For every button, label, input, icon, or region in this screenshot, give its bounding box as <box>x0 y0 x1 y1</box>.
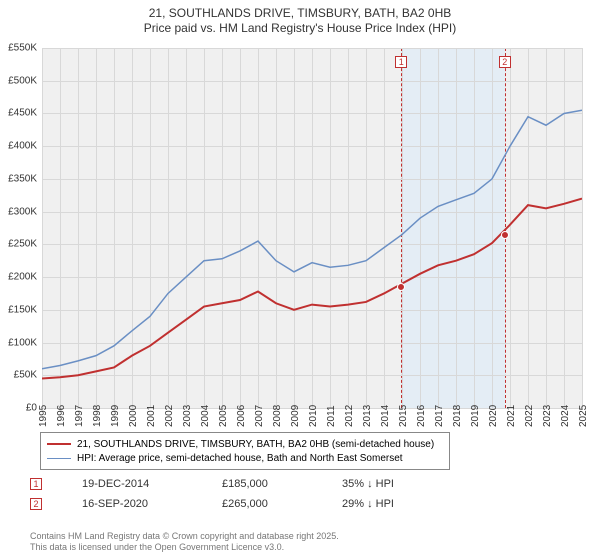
x-axis-label: 2006 <box>236 405 247 427</box>
x-axis-label: 2016 <box>416 405 427 427</box>
legend-row: HPI: Average price, semi-detached house,… <box>47 451 443 465</box>
y-axis-label: £250K <box>8 239 37 250</box>
event-date: 16-SEP-2020 <box>82 498 182 510</box>
event-date: 19-DEC-2014 <box>82 478 182 490</box>
y-axis-label: £200K <box>8 272 37 283</box>
x-axis-label: 2017 <box>434 405 445 427</box>
x-axis-label: 2015 <box>398 405 409 427</box>
x-axis-label: 2024 <box>560 405 571 427</box>
x-axis-label: 2011 <box>326 405 337 427</box>
y-axis-label: £450K <box>8 108 37 119</box>
footer-text: Contains HM Land Registry data © Crown c… <box>30 531 339 554</box>
marker-dot <box>501 231 509 239</box>
legend-row: 21, SOUTHLANDS DRIVE, TIMSBURY, BATH, BA… <box>47 437 443 451</box>
event-price: £265,000 <box>222 498 302 510</box>
chart-area: £0£50K£100K£150K£200K£250K£300K£350K£400… <box>42 48 582 408</box>
x-axis-label: 2014 <box>380 405 391 427</box>
chart-subtitle: Price paid vs. HM Land Registry's House … <box>0 21 600 43</box>
event-row: 1 19-DEC-2014 £185,000 35% ↓ HPI <box>30 474 394 494</box>
y-axis-label: £400K <box>8 141 37 152</box>
x-axis-label: 2008 <box>272 405 283 427</box>
event-delta: 35% ↓ HPI <box>342 478 394 490</box>
legend-box: 21, SOUTHLANDS DRIVE, TIMSBURY, BATH, BA… <box>40 432 450 470</box>
x-axis-label: 1995 <box>38 405 49 427</box>
chart-container: 21, SOUTHLANDS DRIVE, TIMSBURY, BATH, BA… <box>0 0 600 560</box>
y-axis-label: £150K <box>8 304 37 315</box>
x-axis-label: 2018 <box>452 405 463 427</box>
event-row: 2 16-SEP-2020 £265,000 29% ↓ HPI <box>30 494 394 514</box>
event-marker: 1 <box>30 478 42 490</box>
x-axis-label: 2003 <box>182 405 193 427</box>
x-axis-label: 2005 <box>218 405 229 427</box>
x-axis-label: 2023 <box>542 405 553 427</box>
x-axis-label: 2019 <box>470 405 481 427</box>
x-axis-label: 1997 <box>74 405 85 427</box>
x-axis-label: 2021 <box>506 405 517 427</box>
footer-line2: This data is licensed under the Open Gov… <box>30 542 339 554</box>
x-axis-label: 2004 <box>200 405 211 427</box>
x-axis-label: 1996 <box>56 405 67 427</box>
y-axis-label: £50K <box>14 370 37 381</box>
y-axis-label: £500K <box>8 75 37 86</box>
x-axis-label: 2025 <box>578 405 589 427</box>
events-table: 1 19-DEC-2014 £185,000 35% ↓ HPI 2 16-SEP-202… <box>30 474 394 514</box>
event-price: £185,000 <box>222 478 302 490</box>
y-axis-label: £300K <box>8 206 37 217</box>
x-axis-label: 2009 <box>290 405 301 427</box>
x-axis-label: 2013 <box>362 405 373 427</box>
x-axis-label: 2007 <box>254 405 265 427</box>
chart-lines <box>42 48 582 408</box>
x-axis-label: 2022 <box>524 405 535 427</box>
event-delta: 29% ↓ HPI <box>342 498 394 510</box>
marker-box: 2 <box>499 56 511 68</box>
y-axis-label: £100K <box>8 337 37 348</box>
y-axis-label: £350K <box>8 173 37 184</box>
y-axis-label: £550K <box>8 43 37 54</box>
marker-box: 1 <box>395 56 407 68</box>
x-axis-label: 2010 <box>308 405 319 427</box>
legend-label: HPI: Average price, semi-detached house,… <box>77 453 403 464</box>
legend-label: 21, SOUTHLANDS DRIVE, TIMSBURY, BATH, BA… <box>77 439 434 450</box>
footer-line1: Contains HM Land Registry data © Crown c… <box>30 531 339 543</box>
event-marker: 2 <box>30 498 42 510</box>
x-axis-label: 2000 <box>128 405 139 427</box>
x-axis-label: 2012 <box>344 405 355 427</box>
x-axis-label: 2002 <box>164 405 175 427</box>
x-axis-label: 1999 <box>110 405 121 427</box>
y-axis-label: £0 <box>26 403 37 414</box>
chart-title: 21, SOUTHLANDS DRIVE, TIMSBURY, BATH, BA… <box>0 0 600 21</box>
x-axis-label: 2020 <box>488 405 499 427</box>
x-axis-label: 2001 <box>146 405 157 427</box>
x-axis-label: 1998 <box>92 405 103 427</box>
